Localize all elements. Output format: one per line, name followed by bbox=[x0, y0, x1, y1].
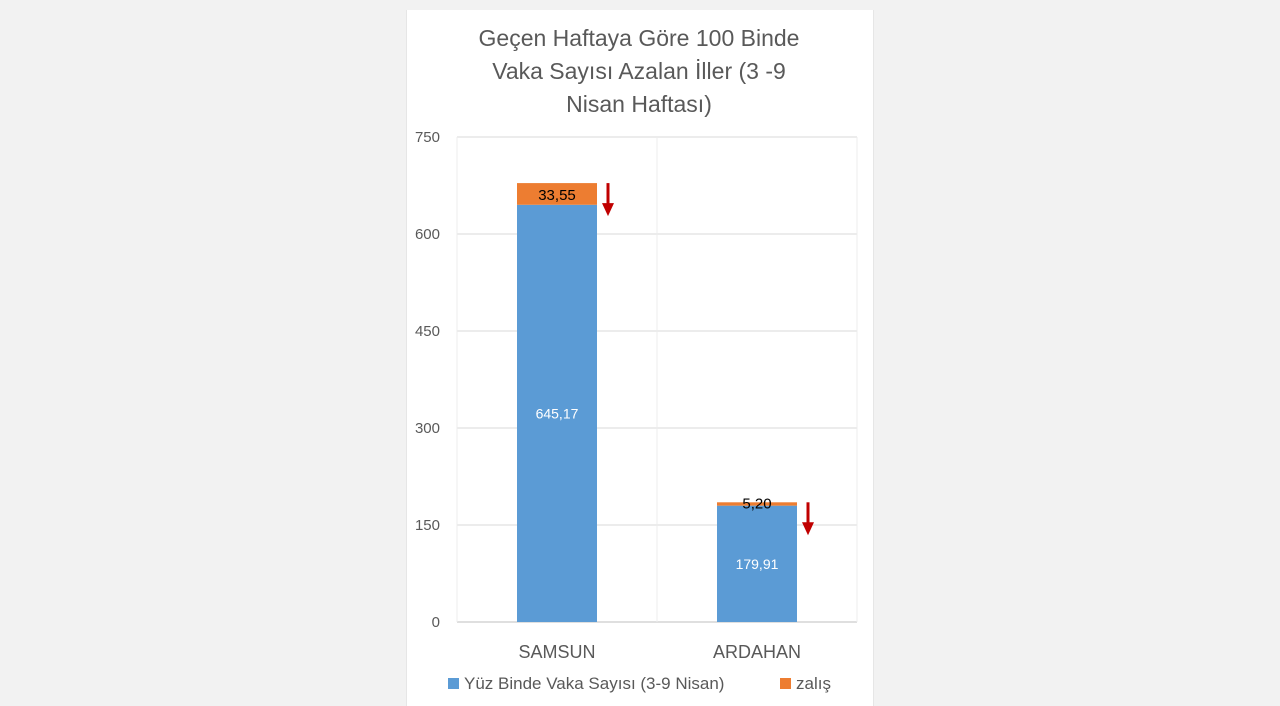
bar-ardahan-series-2 bbox=[717, 502, 797, 506]
chart-title-line-3: Nisan Haftası) bbox=[566, 91, 712, 117]
chart-title-line-1: Geçen Haftaya Göre 100 Binde bbox=[478, 25, 800, 51]
x-category-label: SAMSUN bbox=[518, 642, 595, 662]
bar-ardahan-series-1 bbox=[717, 505, 797, 622]
chart-title: Geçen Haftaya Göre 100 Binde Vaka Sayısı… bbox=[406, 22, 872, 121]
y-tick-label: 300 bbox=[415, 420, 440, 437]
data-label: 645,17 bbox=[536, 405, 579, 421]
data-label: 5,20 bbox=[742, 495, 771, 512]
legend-label-2: zalış bbox=[796, 674, 831, 693]
bar-samsun-series-1 bbox=[517, 204, 597, 622]
data-label: 33,55 bbox=[538, 187, 576, 204]
y-tick-label: 750 bbox=[415, 129, 440, 146]
decrease-arrow-icon bbox=[602, 203, 614, 217]
decrease-arrow-icon bbox=[802, 522, 814, 536]
y-tick-label: 450 bbox=[415, 323, 440, 340]
chart-title-line-2: Vaka Sayısı Azalan İller (3 -9 bbox=[492, 58, 786, 84]
x-category-label: ARDAHAN bbox=[713, 642, 801, 662]
legend-label-1: Yüz Binde Vaka Sayısı (3-9 Nisan) bbox=[464, 674, 724, 693]
bar-samsun-series-2 bbox=[517, 183, 597, 205]
y-tick-label: 0 bbox=[432, 614, 440, 631]
y-tick-label: 150 bbox=[415, 517, 440, 534]
legend-swatch-2 bbox=[780, 678, 791, 689]
legend-swatch-1 bbox=[448, 678, 459, 689]
y-tick-label: 600 bbox=[415, 226, 440, 243]
data-label: 179,91 bbox=[736, 556, 779, 572]
